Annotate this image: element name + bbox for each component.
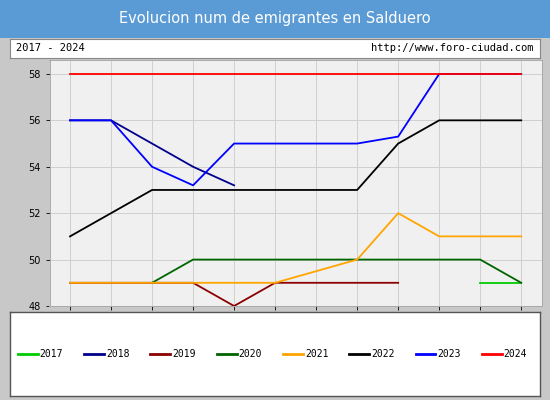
Text: 2020: 2020 [239, 349, 262, 359]
Text: 2017 - 2024: 2017 - 2024 [16, 43, 85, 53]
Text: 2019: 2019 [172, 349, 196, 359]
Text: 2017: 2017 [40, 349, 63, 359]
Text: 2022: 2022 [371, 349, 394, 359]
Text: 2018: 2018 [106, 349, 129, 359]
Text: Evolucion num de emigrantes en Salduero: Evolucion num de emigrantes en Salduero [119, 12, 431, 26]
Text: http://www.foro-ciudad.com: http://www.foro-ciudad.com [371, 43, 534, 53]
Text: 2024: 2024 [504, 349, 527, 359]
Text: 2023: 2023 [437, 349, 461, 359]
Text: 2021: 2021 [305, 349, 328, 359]
